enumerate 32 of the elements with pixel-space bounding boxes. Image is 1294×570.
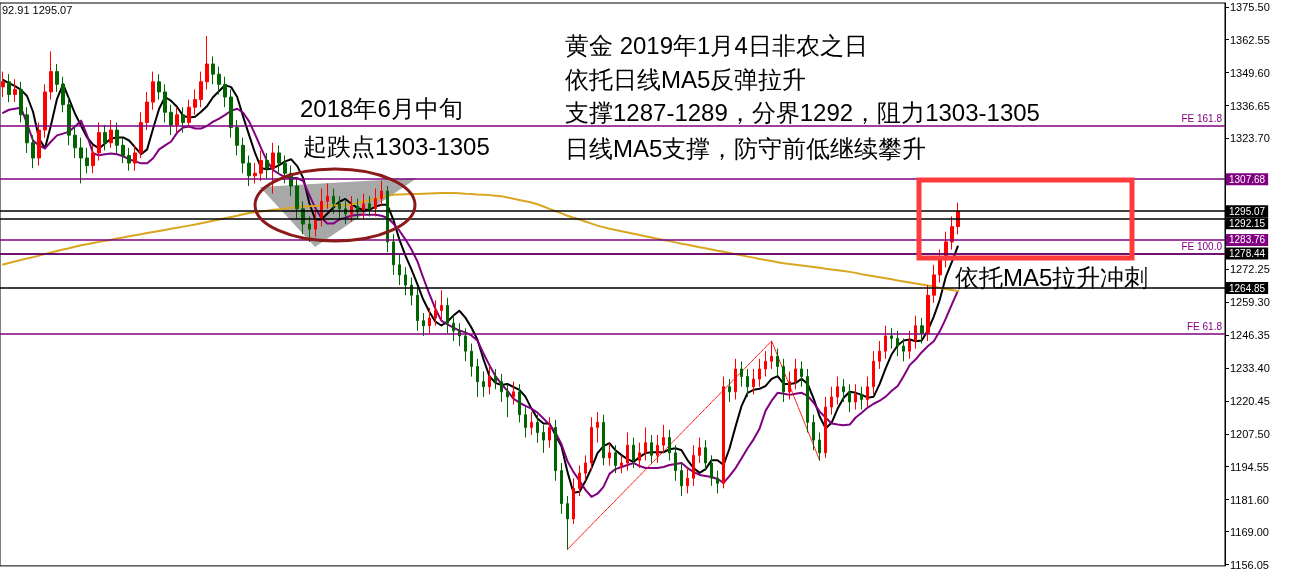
annotation: 92.91 1295.07 xyxy=(2,4,73,16)
annotation: 起跌点1303-1305 xyxy=(303,132,490,160)
ref-line-label: 1292.15 xyxy=(1229,217,1266,229)
ref-line-label: 1278.44 xyxy=(1229,247,1266,259)
ref-line-label: 1295.07 xyxy=(1229,205,1266,217)
y-tick-label: 1233.40 xyxy=(1230,361,1270,374)
annotation: 依托日线MA5反弹拉升 xyxy=(565,65,807,93)
y-tick-label: 1323.70 xyxy=(1230,132,1270,145)
y-tick-label: 1220.45 xyxy=(1230,394,1270,407)
y-tick-label: 1156.05 xyxy=(1230,558,1269,570)
y-tick-label: 1246.35 xyxy=(1230,329,1270,342)
y-tick-label: 1194.55 xyxy=(1230,460,1269,473)
y-tick-label: 1336.65 xyxy=(1230,99,1270,112)
annotation: 黄金 2019年1月4日非农之日 xyxy=(565,31,868,59)
y-tick-label: 1169.00 xyxy=(1230,525,1269,538)
annotation: 依托MA5拉升冲刺 xyxy=(955,263,1149,291)
annotation: FE 161.8 xyxy=(1181,113,1223,125)
annotation: 日线MA5支撑，防守前低继续攀升 xyxy=(565,134,927,162)
y-tick-label: 1272.25 xyxy=(1230,263,1270,276)
y-tick-label: 1181.60 xyxy=(1230,493,1269,506)
annotation: 支撑1287-1289，分界1292，阻力1303-1305 xyxy=(565,98,1040,126)
y-tick-label: 1375.50 xyxy=(1230,0,1270,13)
ref-line-label: 1307.68 xyxy=(1229,173,1266,185)
annotation: 2018年6月中旬 xyxy=(300,94,463,122)
annotation: FE 100.0 xyxy=(1181,241,1223,253)
ref-line-label: 1264.85 xyxy=(1229,282,1266,294)
y-tick-label: 1259.30 xyxy=(1230,296,1270,309)
annotation: FE 61.8 xyxy=(1186,321,1223,333)
y-tick-label: 1362.55 xyxy=(1230,33,1270,46)
y-tick-label: 1207.50 xyxy=(1230,427,1270,440)
y-tick-label: 1349.60 xyxy=(1230,66,1270,79)
ref-line-label: 1283.76 xyxy=(1229,234,1266,246)
